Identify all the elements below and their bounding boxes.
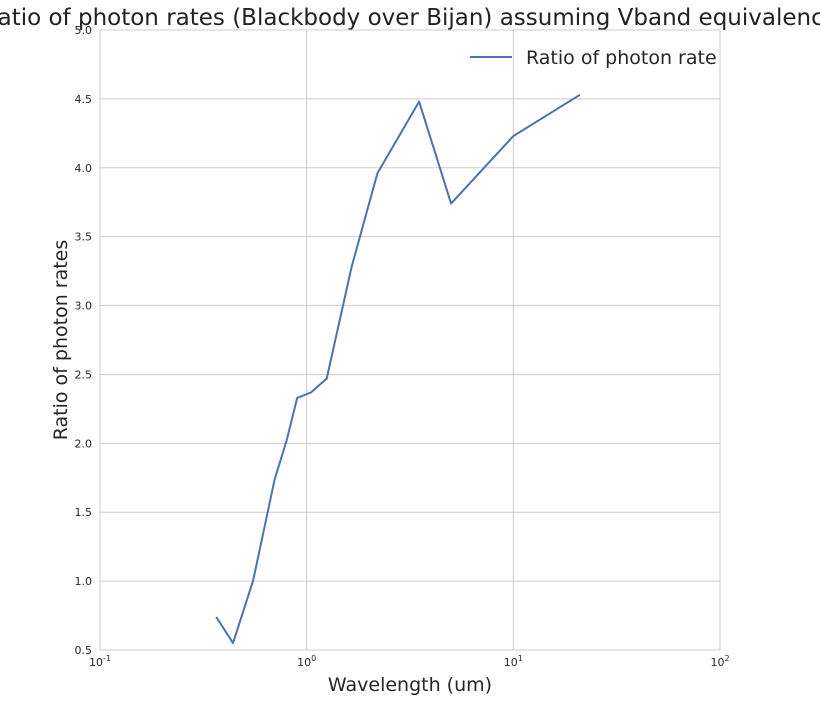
- legend: Ratio of photon rate: [470, 47, 717, 69]
- series-lines: [215, 93, 581, 645]
- y-tick-label: 2.0: [75, 437, 93, 450]
- x-axis-label: Wavelength (um): [328, 674, 492, 696]
- y-tick-label: 0.5: [75, 644, 93, 657]
- y-tick-label: 3.0: [75, 300, 93, 313]
- y-axis-label: Ratio of photon rates: [50, 240, 72, 441]
- y-tick-label: 2.5: [75, 368, 93, 381]
- x-tick-labels: 10-1 100 101 102: [89, 654, 730, 669]
- plot-frame: [99, 29, 721, 651]
- y-tick-label: 3.5: [75, 231, 93, 244]
- y-tick-label: 4.0: [75, 162, 93, 175]
- x-tick-label: 102: [710, 654, 729, 669]
- y-tick-label: 1.0: [75, 575, 93, 588]
- legend-label: Ratio of photon rate: [526, 47, 717, 69]
- grid-lines: [99, 29, 721, 651]
- y-tick-labels: 0.5 1.0 1.5 2.0 2.5 3.0 3.5 4.0 4.5 5.0: [75, 24, 93, 657]
- y-tick-label: 1.5: [75, 506, 93, 519]
- x-tick-label: 100: [297, 654, 316, 669]
- series-line: [215, 93, 581, 645]
- y-tick-label: 4.5: [75, 93, 93, 106]
- x-tick-label: 101: [504, 654, 523, 669]
- y-tick-label: 5.0: [75, 24, 93, 37]
- chart-title: Ratio of photon rates (Blackbody over Bi…: [0, 5, 820, 31]
- x-tick-label: 10-1: [89, 654, 111, 669]
